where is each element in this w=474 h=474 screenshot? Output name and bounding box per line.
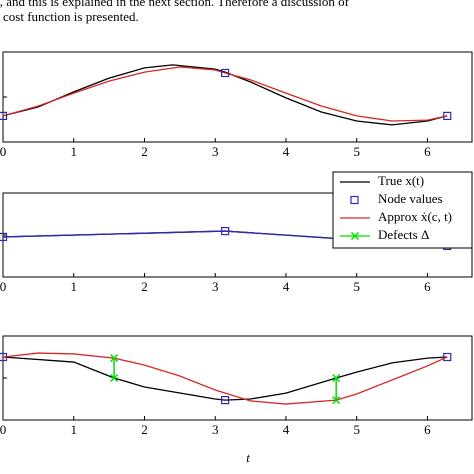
x-axis-label: t <box>246 450 250 465</box>
series-line <box>2 352 448 405</box>
defect-marker <box>110 354 119 363</box>
x-tick-label: 4 <box>283 422 290 437</box>
x-tick-label: 0 <box>0 422 6 437</box>
x-tick-label: 2 <box>141 279 148 294</box>
node-marker <box>0 232 8 242</box>
legend-label: Approx ẋ(c, t) <box>378 209 452 224</box>
x-tick-label: 4 <box>283 144 290 159</box>
defect-marker <box>110 373 119 383</box>
node-marker <box>221 396 230 405</box>
x-tick-label: 6 <box>424 279 431 294</box>
x-tick-label: 1 <box>70 144 77 159</box>
x-tick-label: 5 <box>353 279 360 294</box>
x-tick-label: 2 <box>141 422 148 437</box>
legend-label: True x(t) <box>378 173 424 188</box>
plot-frame <box>2 335 473 421</box>
x-tick-label: 3 <box>212 279 219 294</box>
series-line <box>2 64 448 126</box>
x-tick-label: 2 <box>141 144 148 159</box>
x-tick-label: 3 <box>212 144 219 159</box>
defect-marker <box>332 396 341 405</box>
plot-frame <box>2 51 473 143</box>
x-tick-label: 6 <box>424 144 431 159</box>
node-marker <box>443 352 452 362</box>
legend-label: Node values <box>378 191 443 206</box>
node-marker <box>221 226 230 236</box>
node-marker <box>0 111 8 121</box>
x-tick-label: 5 <box>353 144 360 159</box>
x-tick-label: 5 <box>353 422 360 437</box>
x-tick-label: 1 <box>70 422 77 437</box>
series-line <box>2 66 448 122</box>
caption-line: e, and this is explained in the next sec… <box>0 0 350 9</box>
x-tick-label: 4 <box>283 279 290 294</box>
caption-line: e cost function is presented. <box>0 9 139 24</box>
x-tick-label: 0 <box>0 144 6 159</box>
x-tick-label: 6 <box>424 422 431 437</box>
legend-swatch-marker <box>350 231 360 241</box>
x-tick-label: 1 <box>70 279 77 294</box>
x-tick-label: 3 <box>212 422 219 437</box>
legend-swatch <box>350 195 359 205</box>
x-tick-label: 0 <box>0 279 6 294</box>
defect-marker <box>332 373 341 383</box>
node-marker <box>221 68 230 78</box>
legend-label: Defects Δ <box>378 227 429 242</box>
node-marker <box>443 111 452 121</box>
